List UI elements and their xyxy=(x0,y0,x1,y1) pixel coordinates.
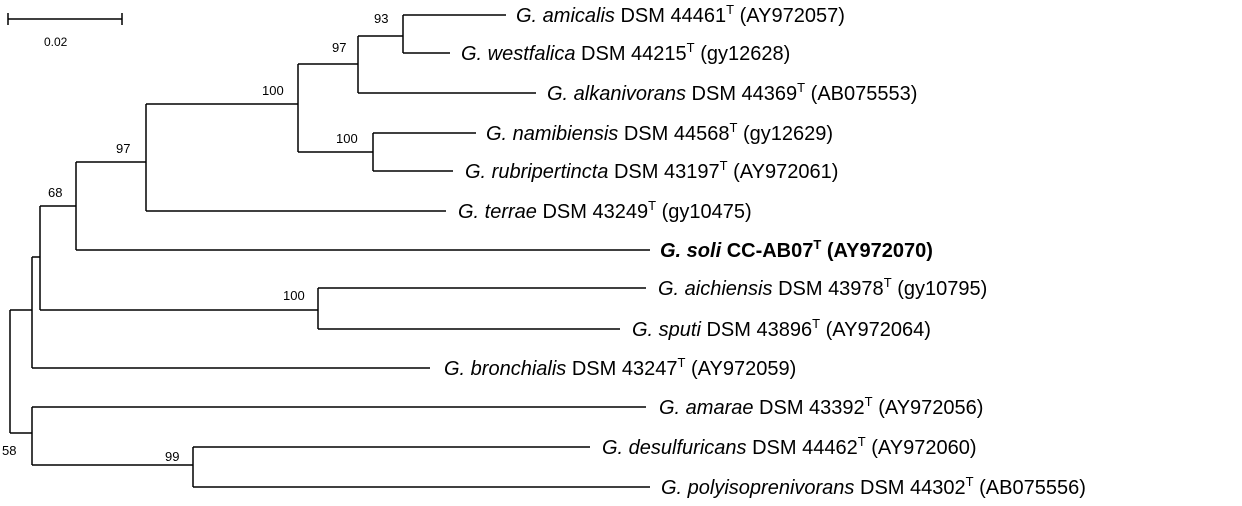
bootstrap-97-outer: 97 xyxy=(116,141,130,156)
bootstrap-100: 100 xyxy=(262,83,284,98)
bootstrap-68: 68 xyxy=(48,185,62,200)
taxon-label-terrae: G. terrae DSM 43249T (gy10475) xyxy=(458,198,752,223)
taxon-label-aichiensis: G. aichiensis DSM 43978T (gy10795) xyxy=(658,275,987,300)
taxon-label-westfalica: G. westfalica DSM 44215T (gy12628) xyxy=(461,40,790,65)
bootstrap-97-inner: 97 xyxy=(332,40,346,55)
tree-branches xyxy=(9,14,650,488)
bootstrap-93: 93 xyxy=(374,11,388,26)
taxon-label-sputi: G. sputi DSM 43896T (AY972064) xyxy=(632,316,931,341)
bootstrap-100-aichiensis: 100 xyxy=(283,288,305,303)
bootstrap-100-namibiensis: 100 xyxy=(336,131,358,146)
scale-bar: 0.02 xyxy=(7,13,123,49)
scale-bar-label: 0.02 xyxy=(44,35,68,49)
taxon-label-polyisoprenivorans: G. polyisoprenivorans DSM 44302T (AB0755… xyxy=(661,474,1086,499)
bootstrap-99: 99 xyxy=(165,449,179,464)
bootstrap-values: 93 97 100 100 97 68 100 99 58 xyxy=(2,11,388,464)
taxon-label-amarae: G. amarae DSM 43392T (AY972056) xyxy=(659,394,983,419)
taxon-label-bronchialis: G. bronchialis DSM 43247T (AY972059) xyxy=(444,355,796,380)
taxon-label-desulfuricans: G. desulfuricans DSM 44462T (AY972060) xyxy=(602,434,976,459)
taxon-label-soli: G. soli CC-AB07T (AY972070) xyxy=(660,237,933,262)
taxon-label-rubripertincta: G. rubripertincta DSM 43197T (AY972061) xyxy=(465,158,838,183)
taxon-label-alkanivorans: G. alkanivorans DSM 44369T (AB075553) xyxy=(547,80,917,105)
bootstrap-58: 58 xyxy=(2,443,16,458)
taxon-label-amicalis: G. amicalis DSM 44461T (AY972057) xyxy=(516,2,845,27)
taxon-label-namibiensis: G. namibiensis DSM 44568T (gy12629) xyxy=(486,120,833,145)
taxon-labels: G. amicalis DSM 44461T (AY972057) G. wes… xyxy=(444,2,1086,499)
